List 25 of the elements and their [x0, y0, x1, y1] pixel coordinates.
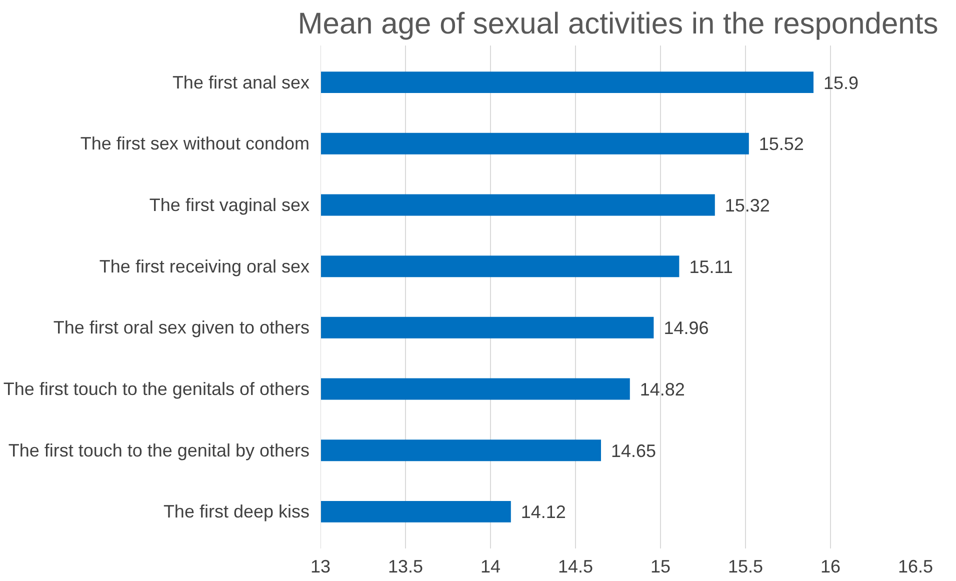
y-tick-label: The first sex without condom — [80, 134, 310, 154]
x-tick-label: 16 — [820, 556, 841, 576]
x-tick-label: 15.5 — [728, 556, 764, 576]
data-label: 14.82 — [640, 380, 685, 400]
x-tick-label: 14 — [480, 556, 501, 576]
y-tick-label: The first touch to the genital by others — [8, 440, 310, 460]
x-tick-label: 16.5 — [898, 556, 934, 576]
y-tick-label: The first vaginal sex — [149, 194, 310, 215]
x-tick-label: 14.5 — [558, 556, 594, 576]
chart-title: Mean age of sexual activities in the respondents — [298, 8, 938, 40]
x-tick-label: 13 — [310, 556, 331, 576]
data-label: 14.12 — [520, 502, 566, 522]
data-label: 15.32 — [724, 195, 770, 216]
data-label: 14.65 — [611, 440, 656, 461]
y-tick-label: The first deep kiss — [163, 502, 310, 522]
data-label: 14.96 — [664, 318, 709, 338]
y-tick-label: The first anal sex — [172, 72, 310, 92]
y-tick-label: The first oral sex given to others — [53, 318, 310, 338]
y-tick-label: The first touch to the genitals of others — [3, 379, 310, 400]
y-tick-label: The first receiving oral sex — [99, 256, 310, 276]
x-tick-label: 15 — [650, 556, 671, 576]
data-label: 15.9 — [824, 72, 859, 93]
data-label: 15.52 — [758, 134, 804, 154]
data-label: 15.11 — [689, 256, 733, 277]
x-tick-label: 13.5 — [388, 556, 424, 576]
